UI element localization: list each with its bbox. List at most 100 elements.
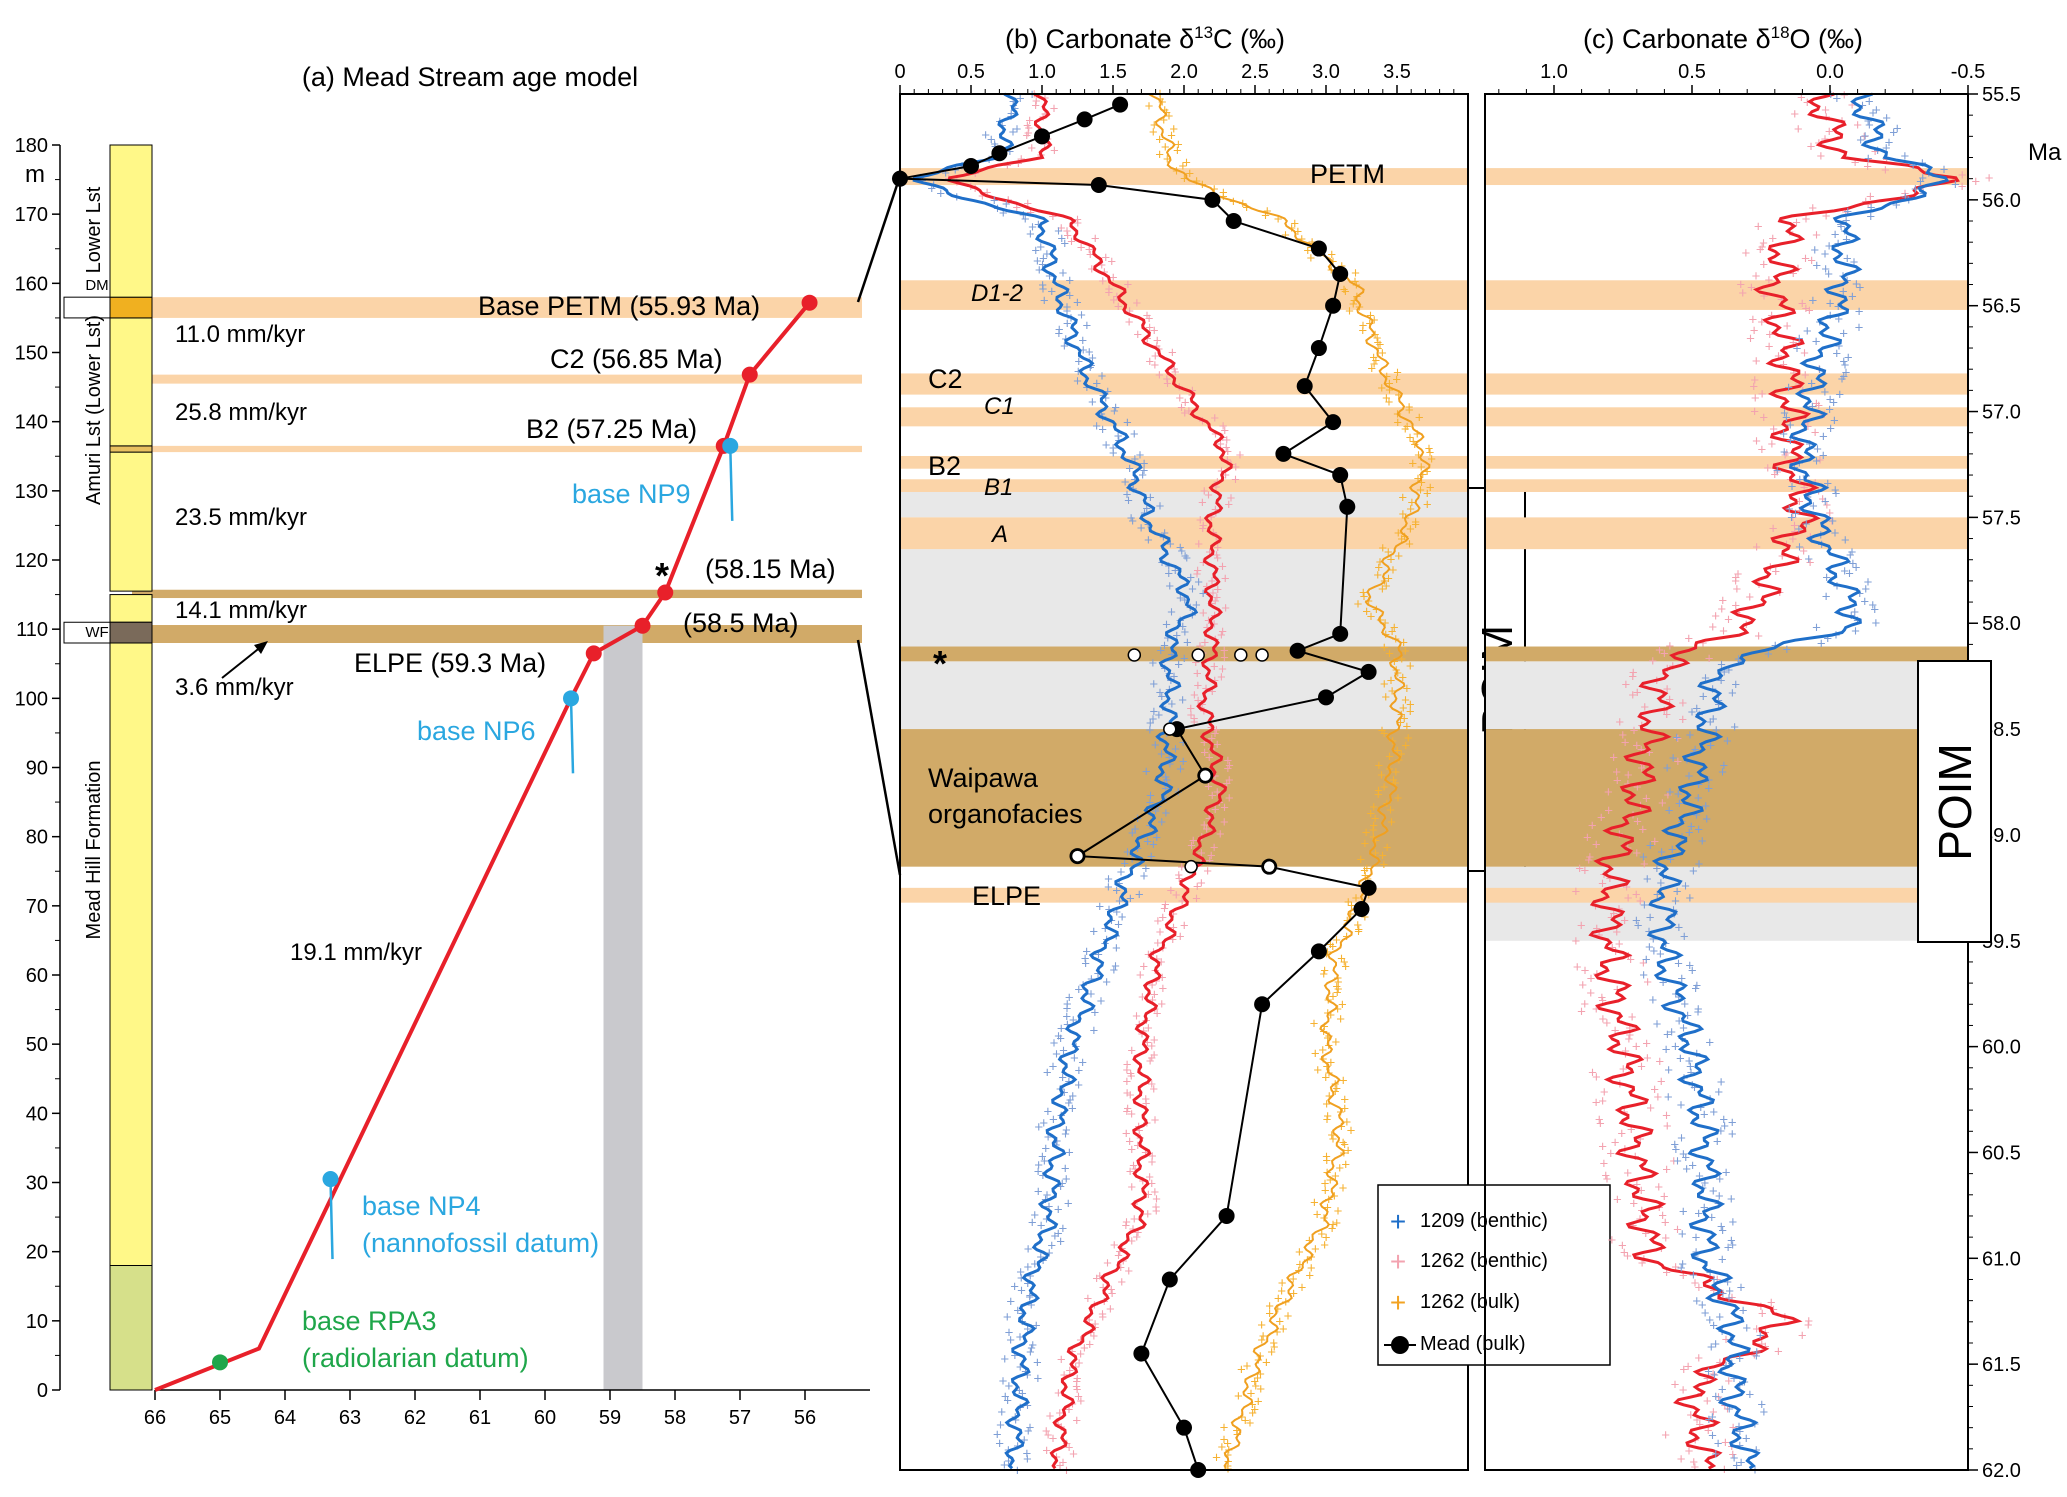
data-point: + [1666, 638, 1675, 655]
data-point: + [1200, 745, 1209, 762]
data-point: + [1385, 376, 1394, 393]
x-tick-label: 64 [274, 1407, 296, 1429]
data-point: + [1074, 981, 1083, 998]
data-point: + [1220, 799, 1229, 816]
data-point: + [1112, 882, 1121, 899]
data-point: + [1035, 262, 1044, 279]
data-point: + [1721, 1435, 1730, 1452]
y-tick-label: 60 [26, 965, 48, 987]
data-point: + [1823, 476, 1832, 493]
data-point: + [1381, 615, 1390, 632]
data-point: + [1176, 590, 1185, 607]
data-point: + [1017, 1282, 1026, 1299]
data-point: + [1313, 1207, 1322, 1224]
data-point: + [1024, 1423, 1033, 1440]
data-point: + [1706, 1264, 1715, 1281]
data-point: + [1044, 1427, 1053, 1444]
data-point: + [1782, 445, 1791, 462]
data-point: + [1677, 1130, 1686, 1147]
data-point: + [1006, 1294, 1015, 1311]
data-point: + [1833, 578, 1842, 595]
data-point: + [1218, 558, 1227, 575]
data-point: + [1341, 1156, 1350, 1173]
data-point: + [1865, 93, 1874, 110]
data-point: + [1588, 818, 1597, 835]
data-point: + [1844, 350, 1853, 367]
data-point: + [1311, 1046, 1320, 1063]
data-point: + [1023, 1398, 1032, 1415]
data-point: + [1220, 1420, 1229, 1437]
data-point: + [1028, 219, 1037, 236]
data-point: + [1608, 940, 1617, 957]
data-point: + [1350, 293, 1359, 310]
data-point: + [1012, 199, 1021, 216]
data-point: + [1087, 261, 1096, 278]
data-point: + [1389, 772, 1398, 789]
data-point: + [1105, 901, 1114, 918]
data-point: + [1037, 1217, 1046, 1234]
control-label-b2: B2 (57.25 Ma) [526, 414, 697, 444]
data-point: + [1256, 1381, 1265, 1398]
data-point: + [1123, 1085, 1132, 1102]
data-point: + [1710, 1367, 1719, 1384]
data-point: + [1712, 722, 1721, 739]
data-point: + [1204, 779, 1213, 796]
data-point: + [1821, 384, 1830, 401]
data-point: + [1837, 218, 1846, 235]
data-point: + [1010, 1279, 1019, 1296]
data-point: + [1153, 1005, 1162, 1022]
data-point: + [1241, 1413, 1250, 1430]
data-point: + [1152, 1203, 1161, 1220]
x-tick-label: 0.0 [1816, 61, 1844, 83]
data-point: + [1371, 845, 1380, 862]
data-point: + [1331, 1083, 1340, 1100]
data-point: + [1058, 1176, 1067, 1193]
data-point: + [1171, 563, 1180, 580]
data-point: + [1127, 1043, 1136, 1060]
data-point: + [1746, 330, 1755, 347]
data-point: + [1148, 1154, 1157, 1171]
data-point: + [1821, 493, 1830, 510]
data-point: + [1259, 1328, 1268, 1345]
data-point: + [1072, 1413, 1081, 1430]
data-point: + [1147, 1076, 1156, 1093]
data-point: + [1867, 199, 1876, 216]
data-point: + [1632, 887, 1641, 904]
data-point: + [1157, 954, 1166, 971]
data-point: + [1770, 467, 1779, 484]
data-point: + [1580, 996, 1589, 1013]
data-point: + [1852, 560, 1861, 577]
data-point: + [1696, 1100, 1705, 1117]
data-point: + [1178, 893, 1187, 910]
data-point: + [1032, 93, 1041, 110]
data-point: + [1356, 851, 1365, 868]
data-point: + [1650, 834, 1659, 851]
data-point: + [1157, 814, 1166, 831]
data-point: + [1653, 1016, 1662, 1033]
data-point: + [1120, 856, 1129, 873]
data-point: + [1220, 422, 1229, 439]
data-point: + [1052, 1046, 1061, 1063]
data-point: + [1073, 215, 1082, 232]
data-point: + [1290, 216, 1299, 233]
data-point: + [1183, 635, 1192, 652]
data-point: + [1676, 1051, 1685, 1068]
data-point: + [1660, 1188, 1669, 1205]
data-point: + [1016, 1359, 1025, 1376]
data-point: + [1060, 1367, 1069, 1384]
data-point: + [1133, 1138, 1142, 1155]
mead-point [1332, 625, 1349, 642]
data-point: + [1842, 365, 1851, 382]
data-point: + [1211, 768, 1220, 785]
data-point: + [1190, 711, 1199, 728]
data-point: + [1148, 992, 1157, 1009]
data-point: + [1401, 692, 1410, 709]
data-point: + [1415, 410, 1424, 427]
data-point: + [1016, 1264, 1025, 1281]
x-tick-label: 3.5 [1383, 61, 1411, 83]
data-point: + [1694, 790, 1703, 807]
data-point: + [1062, 1171, 1071, 1188]
data-point: + [1374, 783, 1383, 800]
data-point: + [1296, 1257, 1305, 1274]
data-point: + [1382, 369, 1391, 386]
